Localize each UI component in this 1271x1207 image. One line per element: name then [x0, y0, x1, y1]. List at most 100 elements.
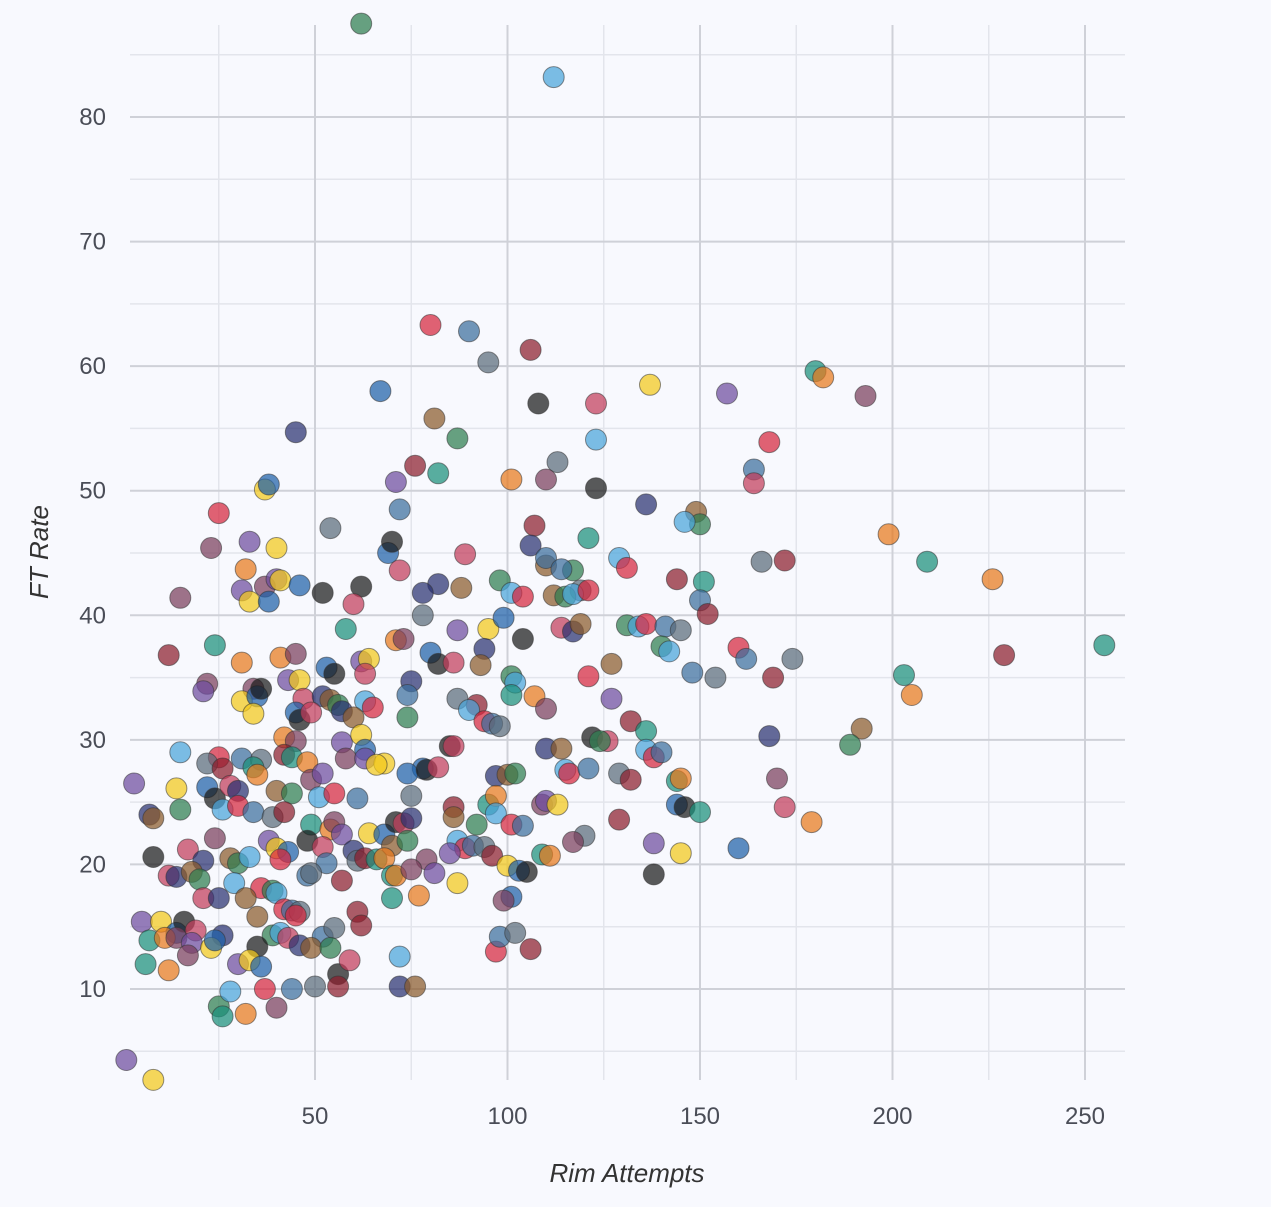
data-point: [535, 697, 557, 720]
data-point: [523, 514, 546, 537]
data-point: [369, 380, 392, 403]
data-point: [123, 772, 146, 795]
data-point: [396, 829, 419, 852]
data-point: [300, 862, 323, 885]
data-point: [392, 628, 415, 650]
data-point: [446, 619, 469, 642]
data-point: [635, 493, 658, 516]
data-point: [311, 581, 334, 604]
data-point: [762, 666, 785, 689]
data-point: [650, 741, 673, 764]
data-point: [323, 782, 346, 805]
data-point: [234, 887, 257, 910]
data-point: [781, 647, 804, 670]
data-point: [538, 844, 561, 867]
data-point: [639, 373, 661, 396]
data-point: [354, 662, 377, 685]
data-point: [319, 936, 342, 959]
data-point: [438, 842, 461, 865]
data-point: [458, 699, 480, 721]
data-point: [981, 568, 1004, 591]
data-point: [169, 798, 192, 821]
data-point: [504, 921, 527, 944]
data-point: [192, 680, 215, 703]
data-point: [488, 715, 511, 738]
data-point: [384, 471, 407, 493]
data-point: [800, 811, 823, 834]
data-point: [600, 687, 623, 710]
data-point: [577, 665, 600, 688]
data-point: [165, 777, 188, 800]
data-point: [319, 517, 342, 540]
data-point: [689, 801, 711, 824]
data-point: [234, 558, 257, 581]
data-point: [381, 530, 403, 553]
data-point: [142, 807, 165, 830]
data-point: [238, 530, 261, 553]
data-point: [288, 574, 311, 597]
data-point: [665, 568, 688, 591]
data-point: [585, 392, 607, 415]
data-point: [330, 869, 353, 892]
data-point: [246, 763, 269, 786]
data-point: [157, 959, 180, 982]
data-point: [642, 863, 665, 886]
data-point: [300, 936, 323, 959]
data-point: [130, 910, 153, 933]
data-point: [750, 550, 773, 573]
data-point: [773, 549, 796, 572]
data-point: [1093, 634, 1116, 657]
y-tick-label: 40: [79, 602, 106, 629]
data-point: [323, 917, 346, 939]
y-tick-label: 60: [79, 353, 106, 380]
data-point: [442, 735, 465, 758]
data-point: [200, 537, 223, 559]
data-point: [407, 884, 430, 907]
data-point: [169, 586, 192, 609]
data-point: [253, 978, 276, 1000]
data-point: [511, 585, 534, 608]
data-point: [484, 802, 507, 825]
data-point: [176, 838, 199, 861]
data-point: [450, 576, 473, 599]
data-point: [346, 787, 369, 810]
data-point: [519, 338, 542, 361]
data-point: [300, 701, 323, 724]
data-point: [492, 606, 515, 629]
data-point: [396, 684, 419, 706]
data-point: [812, 366, 835, 389]
data-point: [916, 550, 939, 573]
data-point: [203, 634, 226, 657]
data-point: [511, 628, 534, 650]
data-point: [519, 938, 542, 961]
data-point: [230, 651, 253, 674]
data-point: [396, 706, 419, 729]
data-point: [265, 996, 288, 1019]
data-point: [893, 664, 915, 687]
y-tick-label: 20: [79, 851, 106, 878]
data-point: [716, 382, 738, 405]
data-point: [423, 407, 446, 430]
data-point: [642, 832, 665, 855]
data-point: [500, 468, 523, 491]
data-point: [176, 944, 199, 967]
data-point: [427, 462, 450, 485]
data-point: [234, 1002, 257, 1025]
data-point: [588, 730, 611, 753]
data-point: [388, 559, 411, 582]
data-point: [404, 975, 427, 998]
data-point: [585, 477, 607, 500]
y-axis-ticks: 10 20 30 40 50 60 70 80: [79, 104, 106, 1003]
data-point: [250, 955, 273, 978]
data-point: [569, 613, 592, 635]
data-point: [365, 753, 388, 776]
data-point: [446, 872, 469, 895]
x-tick-label: 250: [1065, 1103, 1105, 1130]
data-point: [207, 502, 230, 525]
data-point: [246, 905, 269, 928]
data-point: [696, 603, 719, 625]
data-point: [284, 642, 307, 665]
data-point: [562, 831, 584, 853]
data-point: [742, 472, 765, 495]
data-point: [419, 314, 442, 336]
